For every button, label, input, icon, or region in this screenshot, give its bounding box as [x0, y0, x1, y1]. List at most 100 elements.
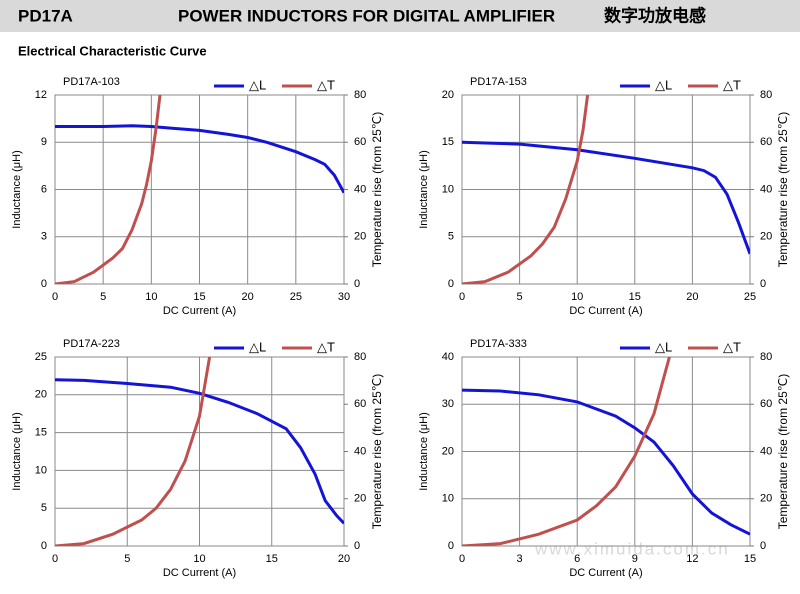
y2-tick-label: 0 [760, 278, 766, 290]
x-tick-label: 20 [338, 553, 350, 565]
x-tick-label: 6 [574, 553, 580, 565]
y-tick-label: 12 [35, 89, 47, 101]
y2-tick-label: 80 [760, 351, 772, 363]
y2-axis-label: Temperature rise (from 25℃) [776, 112, 790, 268]
y-axis-label: Inductance (μH) [11, 412, 23, 490]
y-tick-label: 10 [442, 183, 454, 195]
y2-axis-label: Temperature rise (from 25℃) [370, 374, 384, 530]
y-tick-label: 10 [35, 464, 47, 476]
y2-tick-label: 40 [354, 183, 366, 195]
y-tick-label: 25 [35, 351, 47, 363]
x-tick-label: 20 [242, 291, 254, 303]
x-tick-label: 0 [52, 291, 58, 303]
x-axis-label: DC Current (A) [569, 567, 642, 579]
y-axis-label: Inductance (μH) [418, 412, 430, 490]
x-tick-label: 25 [744, 291, 756, 303]
chart-title: PD17A-103 [63, 76, 120, 88]
x-tick-label: 10 [145, 291, 157, 303]
x-tick-label: 5 [124, 553, 130, 565]
series-line [55, 95, 162, 284]
y-tick-label: 0 [41, 278, 47, 290]
y-tick-label: 20 [442, 89, 454, 101]
y-tick-label: 15 [442, 136, 454, 148]
series-line [462, 95, 590, 284]
x-axis-label: DC Current (A) [163, 567, 236, 579]
y2-tick-label: 60 [760, 398, 772, 410]
y2-tick-label: 40 [760, 183, 772, 195]
header-title: POWER INDUCTORS FOR DIGITAL AMPLIFIER [178, 6, 555, 25]
y2-tick-label: 0 [354, 540, 360, 552]
y-tick-label: 5 [448, 231, 454, 243]
legend-label: △T [317, 77, 335, 92]
y-tick-label: 3 [41, 231, 47, 243]
y-tick-label: 0 [448, 278, 454, 290]
legend-label: △L [655, 77, 672, 92]
x-tick-label: 15 [744, 553, 756, 565]
x-tick-label: 10 [193, 553, 205, 565]
x-axis-label: DC Current (A) [569, 305, 642, 317]
chart-title: PD17A-223 [63, 338, 120, 350]
series-line [55, 124, 344, 194]
y2-tick-label: 60 [760, 136, 772, 148]
y2-tick-label: 20 [354, 231, 366, 243]
y-tick-label: 9 [41, 136, 47, 148]
y2-tick-label: 80 [354, 89, 366, 101]
series-line [462, 140, 750, 255]
y-axis-label: Inductance (μH) [418, 150, 430, 228]
y-tick-label: 5 [41, 502, 47, 514]
legend-label: △T [317, 339, 335, 354]
legend-label: △L [655, 339, 672, 354]
x-tick-label: 30 [338, 291, 350, 303]
x-tick-label: 5 [517, 291, 523, 303]
y2-tick-label: 20 [760, 231, 772, 243]
y-tick-label: 15 [35, 427, 47, 439]
y2-tick-label: 60 [354, 136, 366, 148]
y2-tick-label: 0 [354, 278, 360, 290]
y-tick-label: 0 [448, 540, 454, 552]
y2-axis-label: Temperature rise (from 25℃) [370, 112, 384, 268]
x-tick-label: 20 [686, 291, 698, 303]
x-tick-label: 15 [629, 291, 641, 303]
y-tick-label: 20 [442, 445, 454, 457]
header-bar [0, 0, 800, 32]
x-tick-label: 5 [100, 291, 106, 303]
y-tick-label: 6 [41, 183, 47, 195]
y2-tick-label: 40 [354, 445, 366, 457]
watermark: www.ximuida.com.cn [534, 539, 730, 558]
x-axis-label: DC Current (A) [163, 305, 236, 317]
chart-title: PD17A-153 [470, 76, 527, 88]
header-title-cn: 数字功放电感 [604, 5, 706, 25]
series-line [462, 388, 750, 536]
y-tick-label: 10 [442, 493, 454, 505]
legend-label: △T [723, 339, 741, 354]
legend-label: △L [249, 77, 266, 92]
legend-label: △T [723, 77, 741, 92]
y-tick-label: 40 [442, 351, 454, 363]
x-tick-label: 25 [290, 291, 302, 303]
y2-tick-label: 0 [760, 540, 766, 552]
x-tick-label: 0 [459, 553, 465, 565]
y2-tick-label: 20 [760, 493, 772, 505]
subtitle: Electrical Characteristic Curve [18, 43, 207, 58]
x-tick-label: 15 [193, 291, 205, 303]
x-tick-label: 0 [52, 553, 58, 565]
x-tick-label: 15 [266, 553, 278, 565]
y-tick-label: 30 [442, 398, 454, 410]
x-tick-label: 0 [459, 291, 465, 303]
x-tick-label: 3 [517, 553, 523, 565]
y-axis-label: Inductance (μH) [11, 150, 23, 228]
x-tick-label: 12 [686, 553, 698, 565]
y-tick-label: 0 [41, 540, 47, 552]
y2-tick-label: 80 [354, 351, 366, 363]
y2-tick-label: 40 [760, 445, 772, 457]
legend-label: △L [249, 339, 266, 354]
series-line [55, 378, 344, 525]
series-line [55, 357, 212, 546]
x-tick-label: 10 [571, 291, 583, 303]
y2-tick-label: 20 [354, 493, 366, 505]
x-tick-label: 9 [632, 553, 638, 565]
y-tick-label: 20 [35, 389, 47, 401]
y2-tick-label: 60 [354, 398, 366, 410]
model: PD17A [18, 6, 73, 25]
